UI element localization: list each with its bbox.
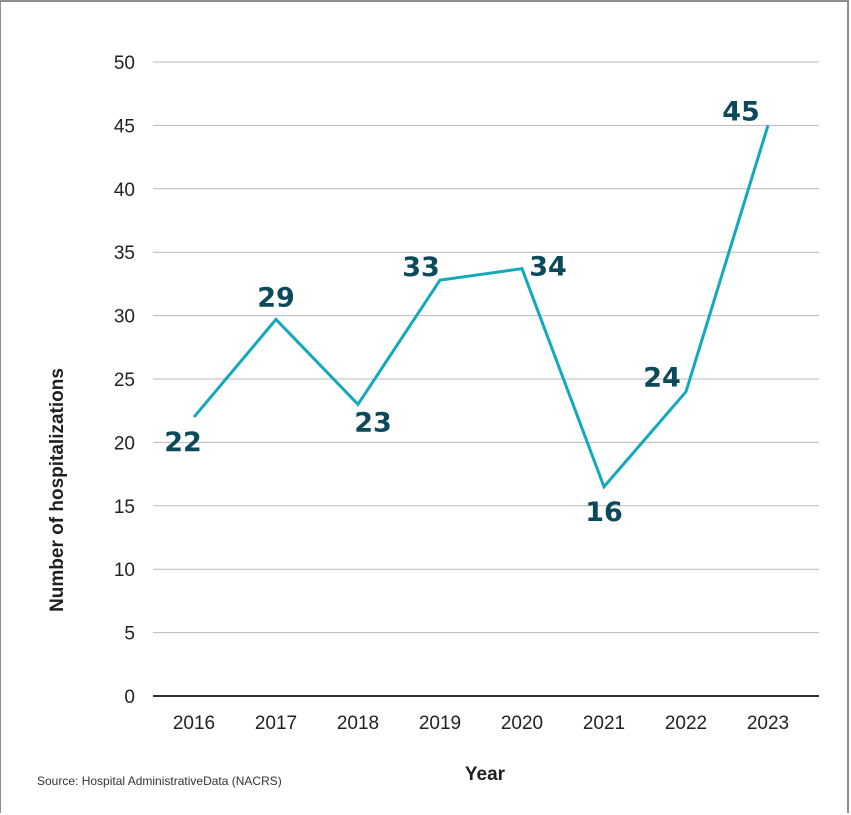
y-tick-label: 30: [114, 307, 135, 328]
y-tick-label: 50: [114, 53, 135, 74]
x-tick-label: 2023: [747, 713, 789, 734]
x-tick-label: 2018: [337, 713, 379, 734]
data-label: 24: [643, 363, 681, 394]
y-tick-label: 25: [114, 370, 135, 391]
y-axis-title: Number of hospitalizations: [47, 368, 68, 612]
x-tick-label: 2019: [419, 713, 461, 734]
x-tick-label: 2022: [665, 713, 707, 734]
x-tick-label: 2016: [173, 713, 215, 734]
y-tick-label: 10: [114, 560, 135, 581]
x-tick-label: 2017: [255, 713, 297, 734]
data-label: 33: [402, 252, 440, 283]
x-tick-label: 2021: [583, 713, 625, 734]
data-label: 23: [354, 407, 392, 438]
y-tick-label: 5: [124, 624, 135, 645]
y-tick-label: 20: [114, 433, 135, 454]
data-label: 16: [585, 497, 623, 528]
data-label: 45: [722, 96, 760, 127]
x-axis-title: Year: [465, 764, 506, 785]
series-line: [192, 124, 770, 490]
y-tick-label: 45: [114, 116, 135, 137]
y-tick-label: 15: [114, 497, 135, 518]
data-label: 29: [257, 282, 295, 313]
x-tick-label: 2020: [501, 713, 543, 734]
y-tick-label: 0: [124, 687, 135, 708]
data-label: 22: [164, 427, 202, 458]
data-label: 34: [529, 252, 567, 283]
y-tick-label: 40: [114, 180, 135, 201]
source-note: Source: Hospital AdministrativeData (NAC…: [37, 774, 282, 788]
y-tick-label: 35: [114, 243, 135, 264]
